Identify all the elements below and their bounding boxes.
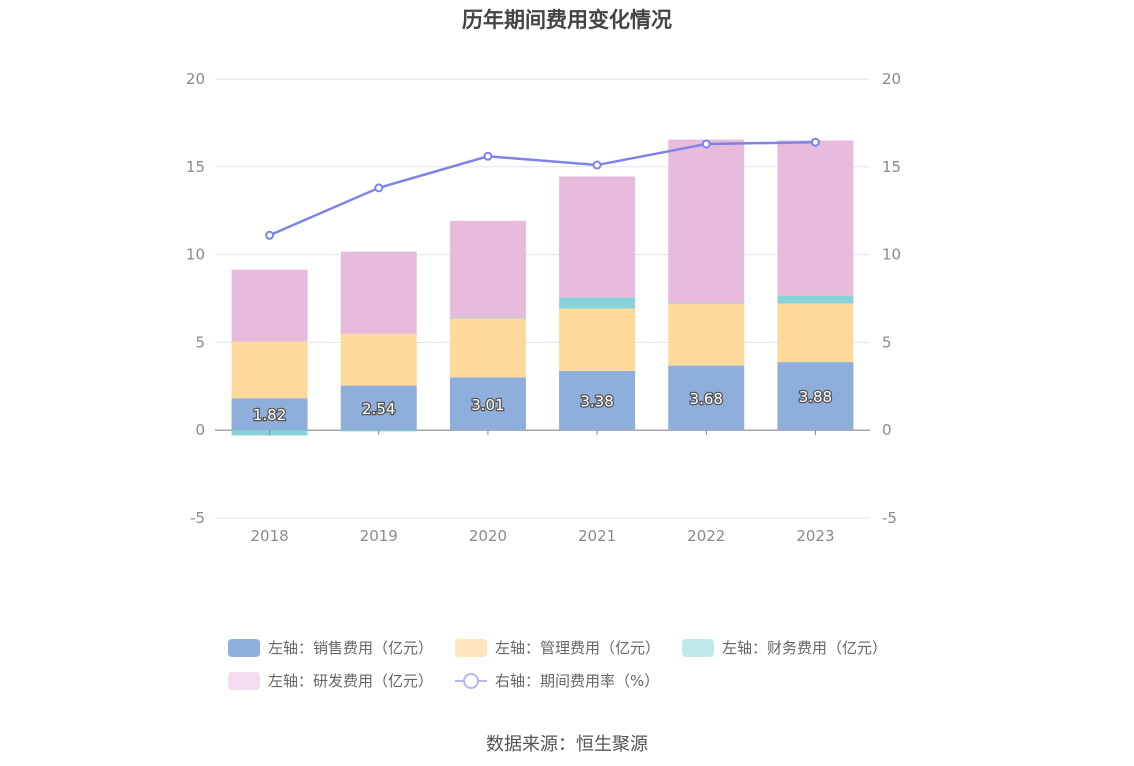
rate-line	[269, 140, 816, 237]
x-tick-label: 2021	[578, 527, 616, 545]
x-tick-label: 2023	[796, 527, 834, 545]
data-label: 3.68	[690, 390, 723, 408]
rate-point	[701, 139, 711, 149]
data-source: 数据来源：恒生聚源	[486, 734, 648, 755]
bar-segment	[777, 140, 854, 296]
chart-title: 历年期间费用变化情况	[462, 8, 672, 32]
bar-segment	[559, 370, 636, 431]
bar-segment	[559, 176, 636, 298]
y-right-tick-label: 10	[882, 246, 901, 264]
legend-swatch-rate	[455, 672, 488, 690]
y-tick-label: 5	[195, 333, 205, 351]
y-right-tick-label: 5	[882, 333, 892, 351]
bar-segment	[449, 377, 526, 431]
bar-segment	[449, 220, 526, 318]
rate-point	[592, 160, 602, 170]
legend-label-finance: 左轴：财务费用（亿元）	[722, 639, 888, 657]
y-tick-label: 15	[186, 158, 205, 176]
bar-segment	[777, 362, 854, 431]
bar-segment	[668, 303, 745, 366]
bar-segment	[231, 269, 308, 342]
legend: 左轴：销售费用（亿元） 左轴：管理费用（亿元） 左轴：财务费用（亿元） 左轴：研…	[228, 631, 928, 697]
legend-item-finance[interactable]: 左轴：财务费用（亿元）	[682, 637, 887, 658]
data-label: 3.38	[580, 393, 613, 411]
bar-segment	[231, 341, 308, 399]
legend-item-admin[interactable]: 左轴：管理费用（亿元）	[455, 637, 660, 658]
legend-label-sales: 左轴：销售费用（亿元）	[268, 639, 434, 657]
bar-segment	[449, 317, 526, 378]
x-tick-label: 2018	[250, 527, 288, 545]
bar-segment	[668, 365, 745, 431]
legend-swatch-admin	[455, 638, 488, 657]
bar-segment	[449, 317, 526, 319]
x-tick-label: 2022	[687, 527, 725, 545]
bar-segment	[777, 303, 854, 363]
rate-point	[810, 137, 820, 147]
bar-segment	[559, 297, 636, 309]
bar-segment	[340, 251, 417, 334]
y-tick-label: 0	[195, 421, 205, 439]
legend-swatch-rd	[228, 671, 260, 690]
y-right-tick-label: 0	[882, 421, 892, 439]
bar-segment	[668, 139, 745, 303]
bar-segment	[340, 333, 417, 386]
y-right-tick-label: 20	[882, 70, 901, 88]
rate-point	[374, 183, 384, 193]
rate-point	[483, 151, 493, 161]
data-label: 1.82	[253, 406, 286, 424]
legend-swatch-sales	[228, 638, 260, 657]
bar-segment	[668, 302, 745, 304]
data-label: 3.01	[471, 396, 504, 414]
y-tick-label: -5	[190, 509, 205, 527]
bar-segment	[777, 295, 854, 304]
legend-item-rd[interactable]: 左轴：研发费用（亿元）	[228, 670, 433, 691]
bar-segment	[340, 385, 417, 431]
data-label: 2.54	[362, 400, 395, 418]
y-tick-label: 10	[186, 246, 205, 264]
x-tick-label: 2020	[469, 527, 507, 545]
legend-label-admin: 左轴：管理费用（亿元）	[495, 639, 661, 657]
rate-point	[265, 230, 275, 240]
legend-label-rate: 右轴：期间费用率（%）	[495, 672, 660, 690]
bar-segment	[559, 308, 636, 371]
y-tick-label: 20	[186, 70, 205, 88]
data-label: 3.88	[799, 388, 832, 406]
x-tick-label: 2019	[360, 527, 398, 545]
legend-item-rate[interactable]: 右轴：期间费用率（%）	[455, 670, 659, 691]
legend-swatch-finance	[682, 638, 715, 657]
bar-segment	[231, 398, 308, 431]
legend-label-rd: 左轴：研发费用（亿元）	[268, 672, 434, 690]
y-right-tick-label: 15	[882, 158, 901, 176]
y-right-tick-label: -5	[882, 509, 897, 527]
legend-item-sales[interactable]: 左轴：销售费用（亿元）	[228, 637, 433, 658]
